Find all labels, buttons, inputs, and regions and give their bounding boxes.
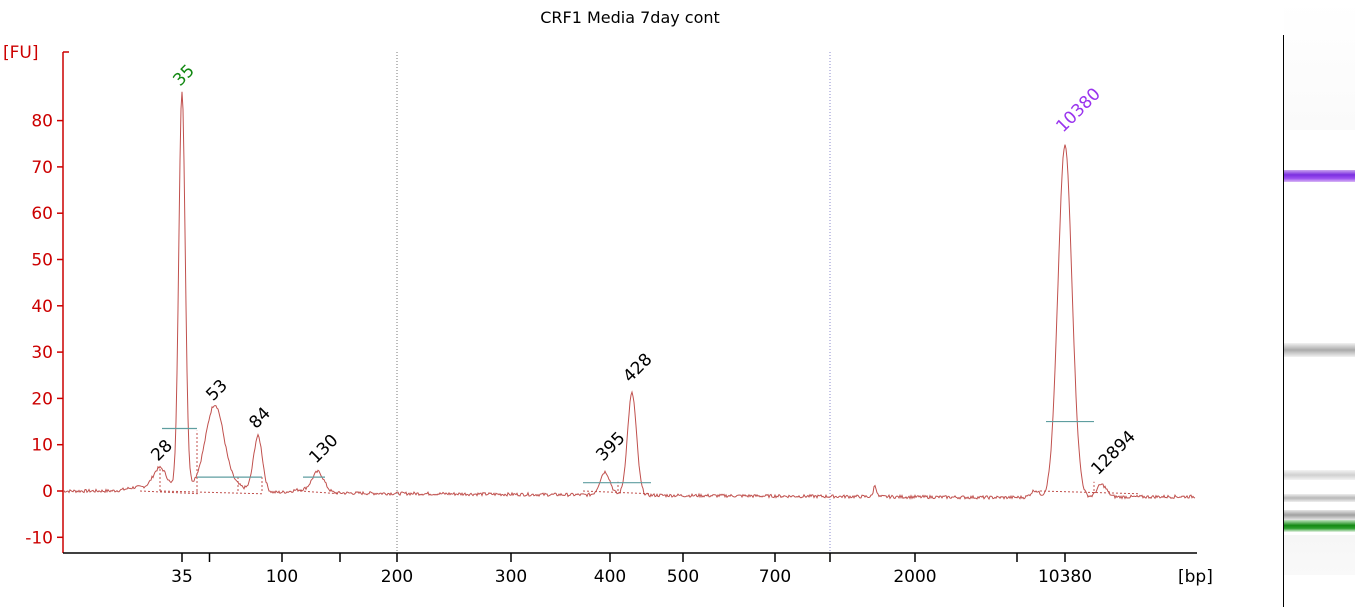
peak-baseline-dotted [299, 490, 341, 495]
peak-label: 10380 [1052, 84, 1104, 136]
x-tick-label: 700 [759, 567, 791, 587]
peak-label: 12894 [1087, 427, 1139, 479]
peak-baseline-dotted [1039, 490, 1141, 495]
y-axis-label: [FU] [3, 43, 39, 63]
y-tick-label: 70 [31, 158, 53, 178]
y-tick-label: 0 [42, 482, 53, 502]
x-tick-label: 100 [266, 567, 298, 587]
peak-label: 395 [592, 428, 629, 465]
y-tick-label: 30 [31, 343, 53, 363]
y-tick-label: -10 [25, 528, 53, 548]
peak-label: 130 [305, 431, 342, 468]
electropherogram-trace [62, 91, 1196, 501]
chart-title: CRF1 Media 7day cont [540, 8, 720, 27]
y-tick-label: 20 [31, 389, 53, 409]
peak-baseline-dotted [582, 490, 652, 495]
peak-label: 35 [169, 61, 198, 90]
x-tick-label: 35 [171, 567, 193, 587]
gel-band-428 [1284, 343, 1355, 357]
gel-upper-marker-band [1284, 170, 1355, 182]
peak-label: 84 [245, 404, 274, 433]
gel-band-53 [1284, 494, 1355, 502]
gel-top-area [1284, 0, 1355, 130]
x-tick-label: 300 [495, 567, 527, 587]
trace-group [62, 91, 1196, 501]
peak-baseline-dotted [139, 490, 201, 495]
peak-label: 28 [147, 436, 176, 465]
gel-bottom-area [1284, 535, 1355, 575]
x-tick-label: 200 [381, 567, 413, 587]
peak-label: 53 [202, 376, 231, 405]
gel-band-35 [1284, 510, 1355, 520]
gel-band-faint [1284, 470, 1355, 480]
peak-label: 428 [619, 350, 656, 387]
peak-labels-group: 28 35 53 84 130 395 428 10380 12894 [147, 61, 1139, 479]
x-tick-label: 400 [594, 567, 626, 587]
electropherogram-chart: -10 0 10 20 30 40 50 60 70 80 [FU] 35 100 200 300 400 50… [3, 43, 1213, 587]
y-tick-label: 50 [31, 251, 53, 271]
y-tick-label: 60 [31, 204, 53, 224]
x-axis-label: [bp] [1178, 567, 1213, 587]
axes-group: -10 0 10 20 30 40 50 60 70 80 [FU] 35 100 200 300 400 50… [3, 43, 1213, 587]
x-tick-label: 10380 [1038, 567, 1092, 587]
peak-baseline-dotted [159, 490, 263, 495]
y-tick-label: 80 [31, 112, 53, 132]
x-tick-label: 500 [667, 567, 699, 587]
y-tick-label: 10 [31, 436, 53, 456]
x-tick-label: 2000 [893, 567, 936, 587]
y-tick-label: 40 [31, 297, 53, 317]
gel-lower-marker-band [1284, 520, 1355, 532]
